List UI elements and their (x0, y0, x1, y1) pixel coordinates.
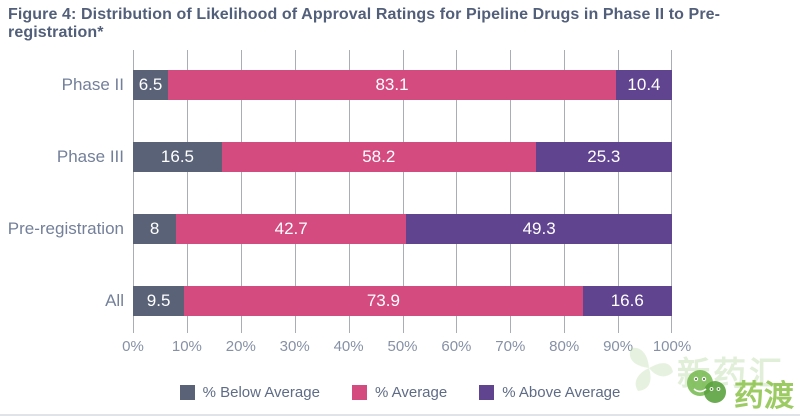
bar-segment: 9.5 (133, 286, 185, 316)
legend-label: % Above Average (502, 384, 621, 401)
x-tick-label: 100% (652, 338, 692, 355)
legend-item: % Average (351, 384, 448, 401)
x-tick-label: 90% (603, 338, 634, 355)
bar-value-label: 83.1 (375, 75, 409, 94)
bar-value-label: 9.5 (146, 291, 171, 310)
x-tick-label: 30% (279, 338, 310, 355)
x-tick-label: 0% (122, 338, 144, 355)
y-axis-label: Phase III (56, 147, 124, 166)
gridline (618, 50, 620, 333)
gridline (186, 50, 188, 333)
gridline (133, 50, 134, 333)
x-axis: 0% 10% 20% 30% 40% 50% 60% 70% 80% 90% 100% (122, 338, 691, 362)
chart-title: Figure 4: Distribution of Likelihood of … (8, 6, 721, 41)
x-tick-label: 60% (441, 338, 472, 355)
gridline (402, 50, 404, 333)
y-axis-label: Phase II (61, 75, 124, 94)
bar-value-label: 16.5 (160, 147, 194, 166)
bar-value-label: 10.4 (627, 75, 661, 94)
y-axis: Phase II Phase III Pre-registration All (0, 50, 124, 316)
bar-value-label: 73.9 (366, 291, 400, 310)
legend-swatch (351, 385, 367, 400)
bar-value-label: 6.5 (138, 75, 163, 94)
bar-segment: 25.3 (535, 142, 672, 172)
bar-row: 8 42.7 49.3 (133, 214, 672, 244)
y-axis-label: All (105, 291, 124, 310)
gridline (240, 50, 242, 333)
gridline (456, 50, 458, 333)
x-tick-label: 40% (333, 338, 364, 355)
bar-segment: 73.9 (184, 286, 583, 316)
legend-label: % Below Average (202, 384, 320, 401)
gridline (348, 50, 350, 333)
bar-segment: 6.5 (133, 70, 169, 100)
bar-segment: 10.4 (615, 70, 672, 100)
bar-row: 16.5 58.2 25.3 (133, 142, 672, 172)
bar-row: 6.5 83.1 10.4 (133, 70, 672, 100)
bar-value-label: 58.2 (362, 147, 396, 166)
bar-value-label: 25.3 (587, 147, 621, 166)
x-tick-label: 80% (549, 338, 580, 355)
legend-item: % Below Average (179, 384, 320, 401)
plot-area: 6.5 83.1 10.4 16.5 58.2 25.3 8 42.7 49.3 9.5 73.9 1… (133, 50, 672, 333)
x-tick-label: 10% (171, 338, 202, 355)
x-tick-label: 70% (495, 338, 526, 355)
gridline (671, 50, 672, 333)
bar-segment: 42.7 (176, 214, 407, 244)
bar-segment: 8 (133, 214, 177, 244)
bar-segment: 49.3 (406, 214, 672, 244)
bar-segment: 58.2 (221, 142, 536, 172)
legend-label: % Average (374, 384, 448, 401)
bar-row: 9.5 73.9 16.6 (133, 286, 672, 316)
y-axis-label: Pre-registration (7, 219, 124, 238)
legend-swatch (479, 385, 495, 400)
bar-segment: 83.1 (168, 70, 616, 100)
bar-value-label: 8 (149, 219, 160, 238)
legend: % Below Average % Average % Above Average (0, 384, 800, 401)
bar-value-label: 42.7 (274, 219, 308, 238)
gridline (294, 50, 296, 333)
bar-value-label: 49.3 (522, 219, 556, 238)
legend-swatch (179, 385, 195, 400)
bar-segment: 16.6 (582, 286, 672, 316)
legend-item: % Above Average (479, 384, 620, 401)
bar-value-label: 16.6 (610, 291, 644, 310)
gridline (510, 50, 512, 333)
bottom-divider (0, 414, 800, 416)
x-tick-label: 50% (387, 338, 418, 355)
x-tick-label: 20% (225, 338, 256, 355)
bar-segment: 16.5 (133, 142, 222, 172)
gridline (564, 50, 566, 333)
